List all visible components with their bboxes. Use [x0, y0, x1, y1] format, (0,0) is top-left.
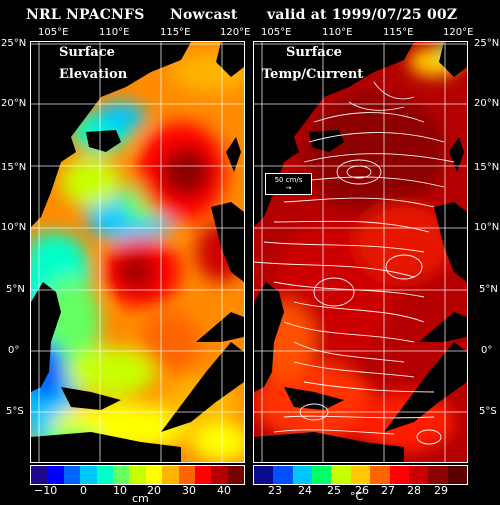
- lat-tick: 25°N: [1, 38, 27, 49]
- vector-scale-legend: 50 cm/s →: [265, 173, 312, 195]
- lon-tick: 115°E: [383, 27, 414, 38]
- lon-tick: 110°E: [99, 27, 130, 38]
- panel-title: Surface: [286, 45, 342, 60]
- lon-tick: 105°E: [38, 27, 69, 38]
- lon-tick: 120°E: [443, 27, 474, 38]
- colorbar-tick: 26: [355, 484, 369, 497]
- panel-subtitle: Temp/Current: [262, 67, 364, 82]
- lon-tick: 110°E: [322, 27, 353, 38]
- product-type: Nowcast: [170, 7, 238, 23]
- colorbar-tick: 27: [381, 484, 395, 497]
- temperature-colorbar: [253, 465, 468, 485]
- colorbar-tick: 28: [407, 484, 421, 497]
- lat-tick: 20°N: [474, 98, 500, 109]
- lat-tick: 10°N: [474, 222, 500, 233]
- land-mask: [31, 42, 244, 462]
- elevation-colorbar: [30, 465, 245, 485]
- colorbar-tick: 30: [182, 484, 196, 497]
- panel-title: Surface: [59, 45, 115, 60]
- lat-tick: 25°N: [474, 38, 500, 49]
- colorbar-tick: 24: [298, 484, 312, 497]
- lat-tick: 15°N: [474, 162, 500, 173]
- temperature-current-map: Surface Temp/Current: [253, 41, 468, 463]
- vector-scale-label: 50 cm/s: [274, 176, 303, 184]
- colorbar-tick: 29: [434, 484, 448, 497]
- colorbar-tick: 20: [147, 484, 161, 497]
- lon-tick: 115°E: [160, 27, 191, 38]
- colorbar-tick: −10: [34, 484, 58, 497]
- temperature-unit: °C: [350, 490, 364, 503]
- colorbar-tick: 23: [268, 484, 282, 497]
- lat-tick: 5°N: [479, 284, 498, 295]
- colorbar-tick: 10: [113, 484, 127, 497]
- lat-tick: 20°N: [1, 98, 27, 109]
- land-mask: [254, 42, 467, 462]
- elevation-map: Surface Elevation: [30, 41, 245, 463]
- lon-tick: 105°E: [261, 27, 292, 38]
- panel-subtitle: Elevation: [59, 67, 128, 82]
- arrow-icon: →: [285, 184, 292, 192]
- colorbar-tick: 0: [80, 484, 87, 497]
- lat-tick: 5°N: [6, 284, 25, 295]
- elevation-unit: cm: [132, 492, 149, 505]
- colorbar-tick: 40: [217, 484, 231, 497]
- lat-tick: 5°S: [6, 406, 24, 417]
- model-name: NRL NPACNFS: [26, 7, 145, 23]
- valid-time: valid at 1999/07/25 00Z: [267, 7, 458, 23]
- lat-tick: 0°: [481, 345, 493, 356]
- lon-tick: 120°E: [220, 27, 251, 38]
- lat-tick: 10°N: [1, 222, 27, 233]
- colorbar-tick: 25: [327, 484, 341, 497]
- lat-tick: 5°S: [479, 406, 497, 417]
- lat-tick: 0°: [8, 345, 20, 356]
- lat-tick: 15°N: [1, 162, 27, 173]
